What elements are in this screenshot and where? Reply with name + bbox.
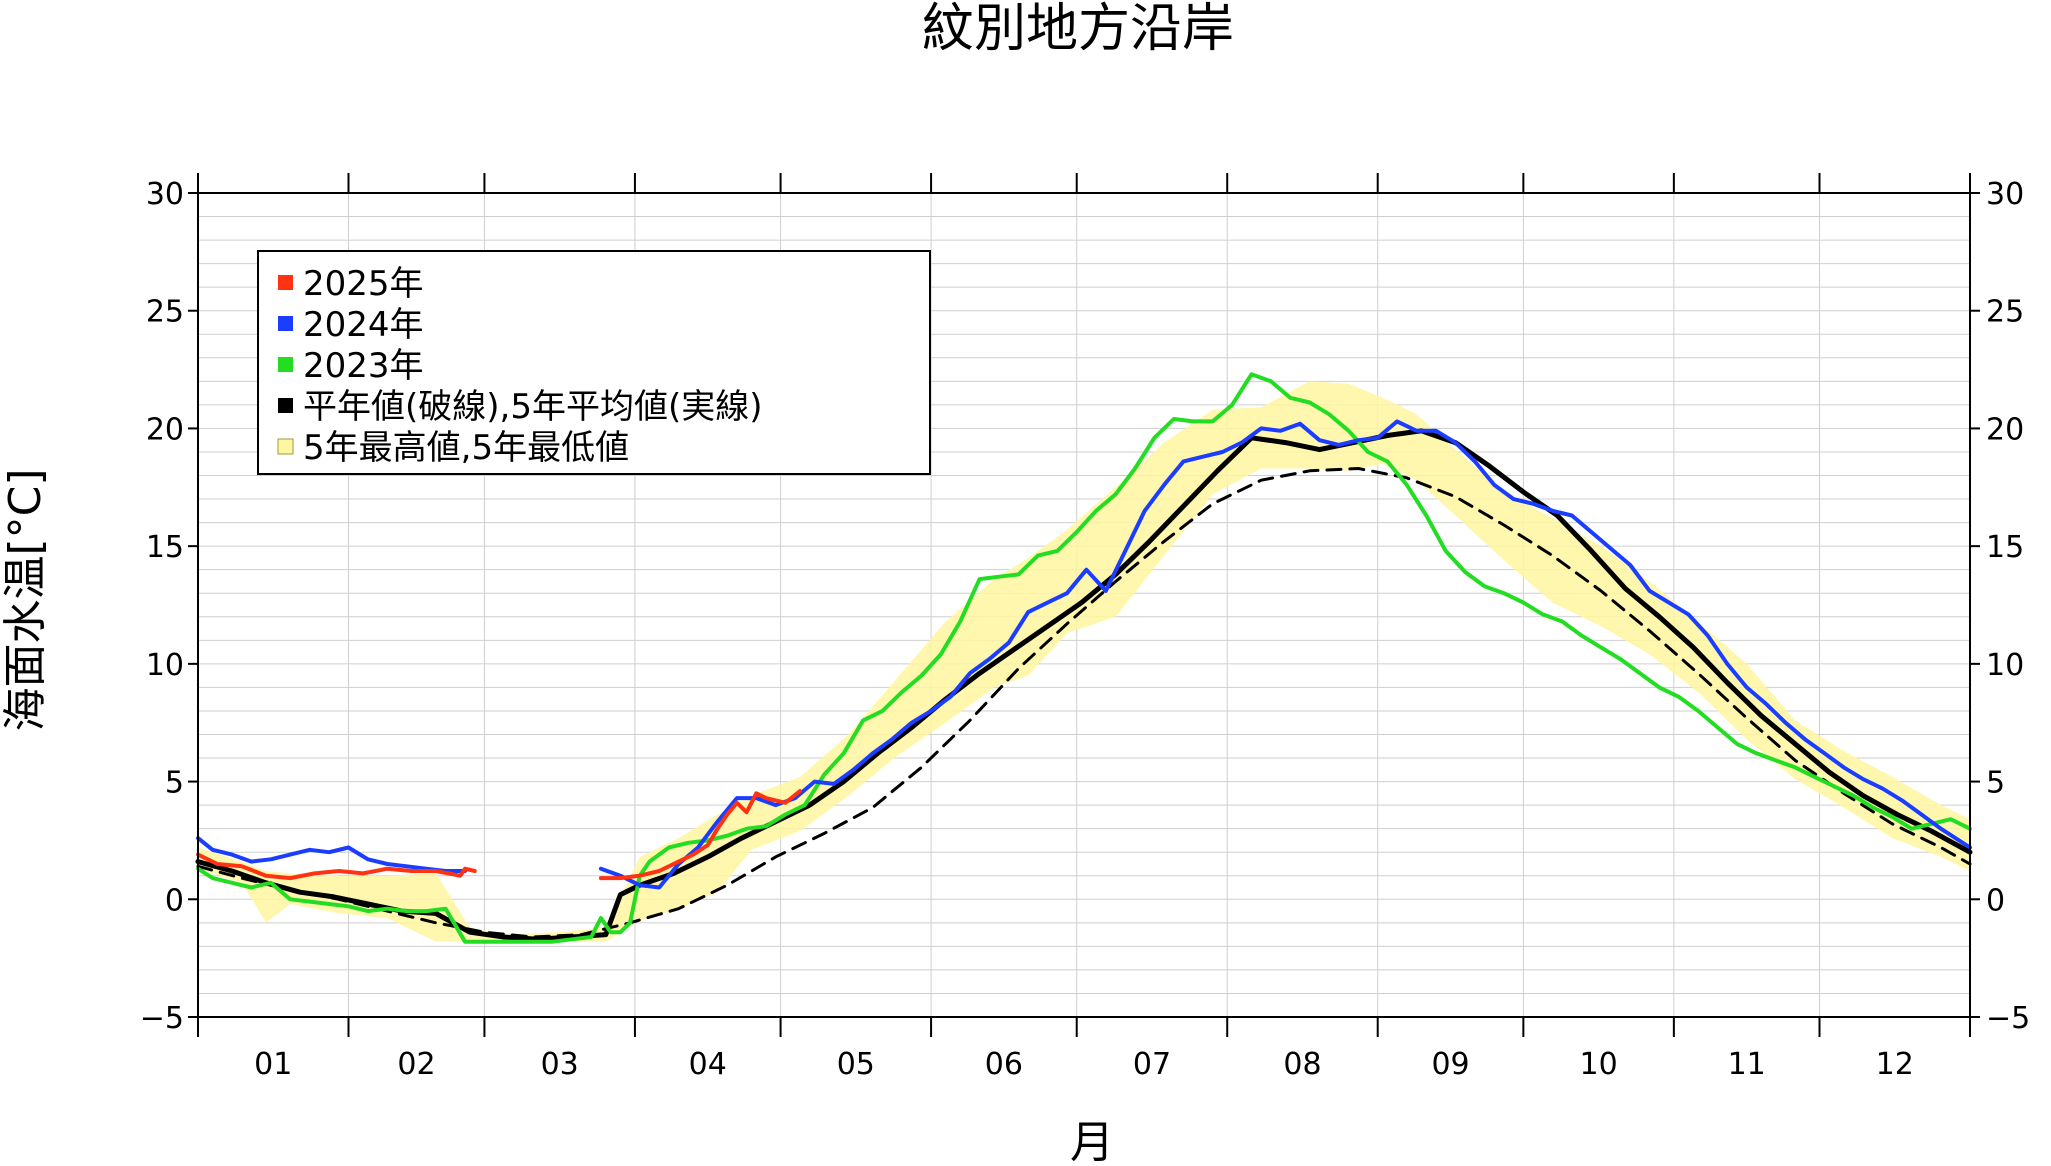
legend: 2025年2024年2023年平年値(破線),5年平均値(実線)5年最高値,5年… [257, 250, 931, 475]
plot-frame [197, 192, 1971, 1018]
legend-label: 2024年 [303, 305, 424, 345]
y-tick-label-right: 20 [1986, 412, 2024, 447]
y-tick-label-left: 20 [146, 412, 184, 447]
x-tick-label: 01 [254, 1047, 292, 1082]
y-tick-label-left: 15 [146, 530, 184, 565]
y-tick-label-right: 30 [1986, 177, 2024, 212]
y-tick-label-right: −5 [1986, 1001, 2030, 1036]
y-tick-label-left: 25 [146, 295, 184, 330]
y-tick-label-left: 10 [146, 648, 184, 683]
chart-title: 紋別地方沿岸 [922, 0, 1234, 59]
legend-label: 2023年 [303, 346, 424, 386]
x-tick-label: 03 [541, 1047, 579, 1082]
legend-swatch [278, 398, 293, 413]
legend-swatch [278, 316, 293, 331]
x-tick-label: 05 [837, 1047, 875, 1082]
legend-label: 2025年 [303, 264, 424, 304]
y-tick-label-right: 0 [1986, 883, 2005, 918]
x-tick-label: 04 [689, 1047, 727, 1082]
y-tick-label-left: 0 [165, 883, 184, 918]
x-tick-label: 02 [397, 1047, 435, 1082]
y-tick-label-left: −5 [140, 1001, 184, 1036]
band-min-max [198, 381, 1970, 942]
y-tick-label-right: 25 [1986, 295, 2024, 330]
y-tick-label-left: 5 [165, 766, 184, 801]
y-tick-label-left: 30 [146, 177, 184, 212]
y-tick-label-right: 10 [1986, 648, 2024, 683]
y-tick-label-right: 15 [1986, 530, 2024, 565]
y-axis-title: 海面水温[°C] [0, 468, 51, 731]
x-tick-label: 09 [1431, 1047, 1469, 1082]
legend-box [257, 250, 931, 475]
series-line-1 [196, 789, 802, 881]
series-layer [195, 372, 1973, 944]
legend-swatch [278, 357, 293, 372]
legend-label: 平年値(破線),5年平均値(実線) [303, 387, 763, 427]
legend-swatch [277, 438, 294, 455]
legend-label: 5年最高値,5年最低値 [303, 428, 629, 468]
x-tick-label: 07 [1133, 1047, 1171, 1082]
band-layer [198, 381, 1970, 942]
legend-swatch [278, 275, 293, 290]
x-axis-title: 月 [1070, 1117, 1114, 1166]
y-tick-label-right: 5 [1986, 766, 2005, 801]
x-tick-label: 10 [1580, 1047, 1618, 1082]
x-tick-label: 08 [1283, 1047, 1321, 1082]
series-line-3 [196, 372, 1972, 944]
series-line-2 [196, 419, 1972, 890]
series-line-4 [195, 428, 1973, 942]
x-tick-label: 06 [985, 1047, 1023, 1082]
x-tick-label: 11 [1728, 1047, 1766, 1082]
x-tick-label: 12 [1876, 1047, 1914, 1082]
